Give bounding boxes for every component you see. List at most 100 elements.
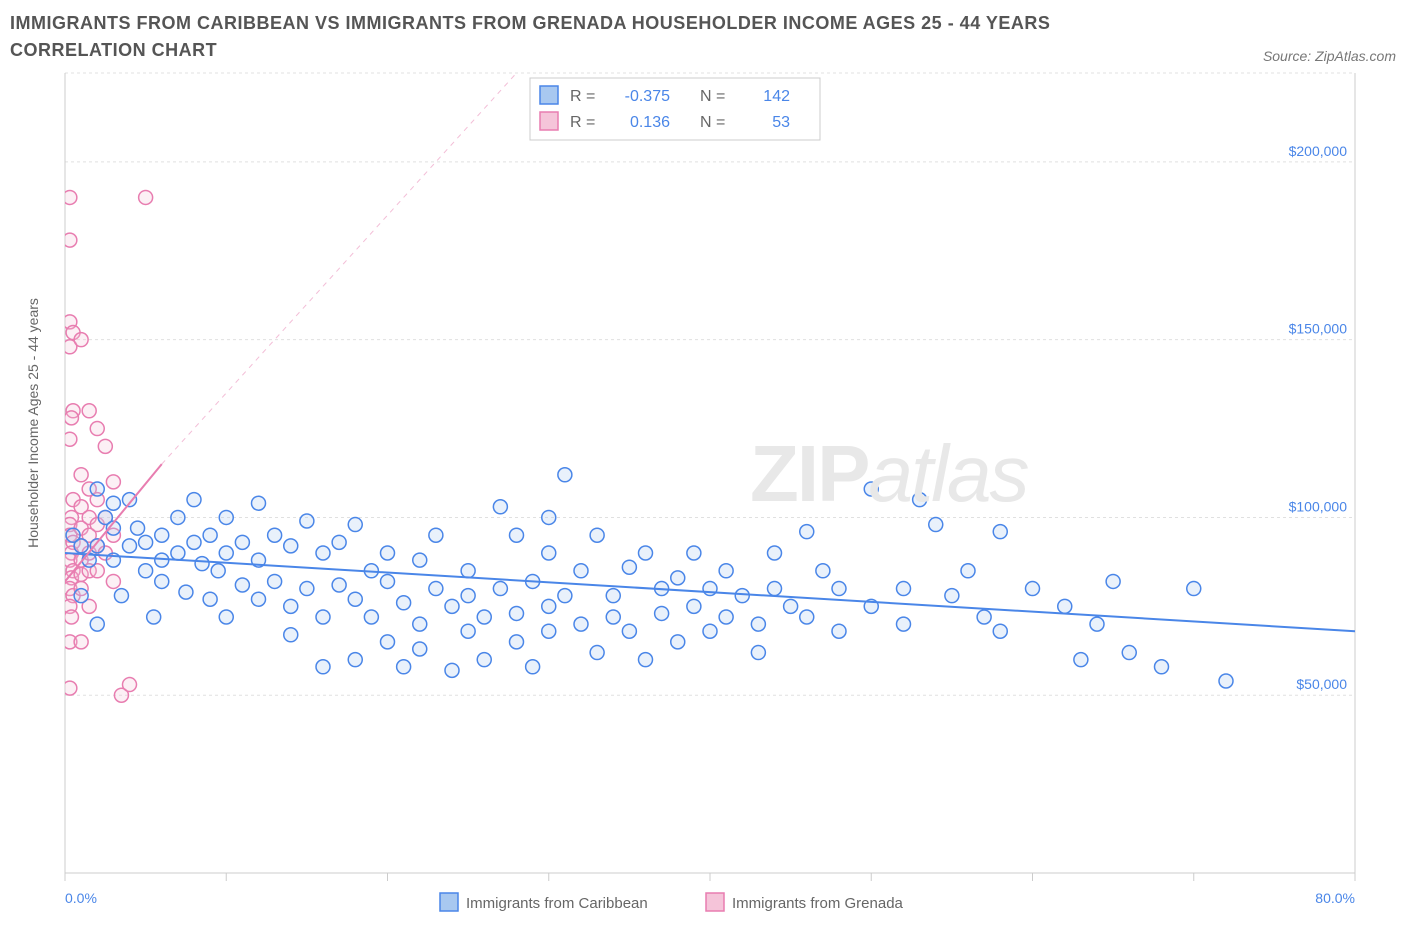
source-attribution: Source: ZipAtlas.com (1263, 48, 1396, 64)
data-point (155, 574, 169, 588)
legend-n-label: N = (700, 114, 725, 131)
data-point (590, 646, 604, 660)
data-point (735, 589, 749, 603)
data-point (445, 663, 459, 677)
data-point (445, 599, 459, 613)
data-point (800, 610, 814, 624)
data-point (98, 439, 112, 453)
data-point (284, 599, 298, 613)
data-point (477, 610, 491, 624)
data-point (300, 582, 314, 596)
data-point (139, 564, 153, 578)
legend-n-value: 53 (772, 114, 790, 131)
data-point (574, 564, 588, 578)
bottom-legend-swatch (440, 893, 458, 911)
data-point (510, 606, 524, 620)
data-point (558, 468, 572, 482)
data-point (187, 493, 201, 507)
data-point (1026, 582, 1040, 596)
data-point (397, 596, 411, 610)
x-tick-label: 80.0% (1315, 890, 1355, 906)
data-point (1122, 646, 1136, 660)
data-point (1090, 617, 1104, 631)
data-point (397, 660, 411, 674)
data-point (542, 599, 556, 613)
data-point (252, 592, 266, 606)
data-point (993, 624, 1007, 638)
data-point (542, 546, 556, 560)
legend-r-value: 0.136 (630, 114, 670, 131)
data-point (961, 564, 975, 578)
data-point (622, 560, 636, 574)
data-point (622, 624, 636, 638)
data-point (123, 678, 137, 692)
legend-n-label: N = (700, 88, 725, 105)
data-point (590, 528, 604, 542)
data-point (64, 411, 78, 425)
data-point (719, 564, 733, 578)
y-tick-label: $150,000 (1289, 321, 1348, 337)
chart-title: IMMIGRANTS FROM CARIBBEAN VS IMMIGRANTS … (10, 10, 1160, 64)
data-point (1058, 599, 1072, 613)
data-point (203, 592, 217, 606)
data-point (977, 610, 991, 624)
legend-r-label: R = (570, 88, 595, 105)
data-point (252, 496, 266, 510)
legend-r-label: R = (570, 114, 595, 131)
data-point (64, 610, 78, 624)
data-point (493, 500, 507, 514)
data-point (510, 528, 524, 542)
data-point (703, 624, 717, 638)
data-point (348, 592, 362, 606)
data-point (364, 610, 378, 624)
data-point (300, 514, 314, 528)
header-row: IMMIGRANTS FROM CARIBBEAN VS IMMIGRANTS … (10, 10, 1396, 64)
chart-area: 0.0%80.0%$50,000$100,000$150,000$200,000… (10, 68, 1396, 938)
data-point (719, 610, 733, 624)
data-point (913, 493, 927, 507)
data-point (316, 610, 330, 624)
data-point (574, 617, 588, 631)
data-point (90, 617, 104, 631)
data-point (74, 635, 88, 649)
data-point (639, 653, 653, 667)
data-point (671, 635, 685, 649)
bottom-legend-label: Immigrants from Caribbean (466, 895, 648, 912)
data-point (606, 589, 620, 603)
chart-container: IMMIGRANTS FROM CARIBBEAN VS IMMIGRANTS … (10, 10, 1396, 938)
data-point (381, 635, 395, 649)
data-point (332, 578, 346, 592)
data-point (74, 333, 88, 347)
bottom-legend-label: Immigrants from Grenada (732, 895, 904, 912)
data-point (90, 422, 104, 436)
data-point (316, 660, 330, 674)
data-point (461, 624, 475, 638)
data-point (751, 617, 765, 631)
data-point (687, 546, 701, 560)
data-point (542, 624, 556, 638)
data-point (90, 482, 104, 496)
data-point (1187, 582, 1201, 596)
data-point (897, 582, 911, 596)
x-tick-label: 0.0% (65, 890, 97, 906)
data-point (1219, 674, 1233, 688)
legend-swatch (540, 112, 558, 130)
data-point (993, 525, 1007, 539)
data-point (1155, 660, 1169, 674)
data-point (461, 589, 475, 603)
data-point (171, 546, 185, 560)
data-point (106, 475, 120, 489)
data-point (114, 589, 128, 603)
data-point (195, 557, 209, 571)
data-point (147, 610, 161, 624)
data-point (800, 525, 814, 539)
data-point (671, 571, 685, 585)
data-point (139, 190, 153, 204)
data-point (429, 582, 443, 596)
y-tick-label: $50,000 (1296, 676, 1347, 692)
data-point (493, 582, 507, 596)
data-point (82, 404, 96, 418)
data-point (284, 539, 298, 553)
data-point (1074, 653, 1088, 667)
data-point (381, 546, 395, 560)
